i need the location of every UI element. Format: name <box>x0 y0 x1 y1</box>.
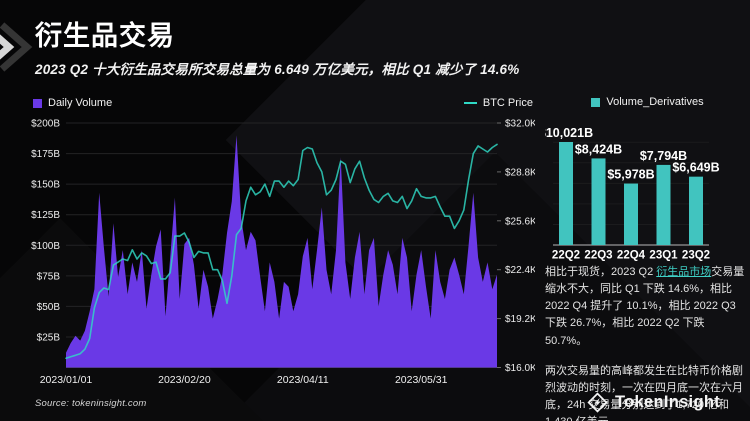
p1-text-before: 相比于现货，2023 Q2 <box>545 266 657 278</box>
x-axis-label: 2023/05/31 <box>395 374 448 386</box>
daily-volume-legend-label: Daily Volume <box>48 97 113 109</box>
left-axis-label: $200B <box>31 119 60 130</box>
quarterly-derivatives-bar-chart: $10,021B 22Q2 $8,424B 22Q3 $5,978B 22Q4 $7,794… <box>545 126 720 262</box>
bar-category-label: 22Q3 <box>584 250 612 262</box>
brand-name: TokenInsight <box>614 393 720 411</box>
btc-price-line <box>65 143 498 360</box>
bar-category-label: 22Q2 <box>552 250 580 262</box>
daily-volume-btc-chart: $200B $175B $150B $125B $100B $75B $50B $25B $32… <box>31 119 535 387</box>
bar-22Q2 <box>559 142 573 245</box>
bar-value-label: $6,649B <box>672 161 719 175</box>
bar-category-label: 23Q2 <box>682 250 710 262</box>
daily-volume-area <box>66 135 497 368</box>
btc-price-legend-label: BTC Price <box>482 97 533 109</box>
bar-category-label: 22Q4 <box>617 250 646 262</box>
main-chart-legend: Daily Volume BTC Price <box>33 97 533 109</box>
bar-22Q3 <box>591 158 606 245</box>
page-title: 衍生品交易 <box>35 21 175 51</box>
right-axis-label: $22.4K <box>505 265 535 276</box>
btc-price-dash-icon <box>463 102 477 104</box>
analysis-paragraph-1: 相比于现货，2023 Q2 衍生品市场交易量缩水不大，同比 Q1 下跌 14.6… <box>545 264 747 350</box>
right-axis-label: $19.2K <box>505 314 535 325</box>
left-axis-label: $25B <box>37 332 61 343</box>
right-axis-label: $32.0K <box>505 119 535 130</box>
bar-value-label: $10,021B <box>545 126 593 140</box>
bar-value-label: $5,978B <box>607 168 654 182</box>
left-axis-label: $50B <box>37 302 61 313</box>
bar-23Q1 <box>656 164 671 245</box>
derivatives-market-link[interactable]: 衍生品市场 <box>656 266 712 278</box>
left-axis-label: $75B <box>37 271 61 282</box>
bar-chart-legend: Volume_Derivatives <box>545 96 750 108</box>
volume-derivatives-swatch-icon <box>591 97 601 107</box>
left-axis-label: $125B <box>31 210 60 221</box>
brand-logo: TokenInsight <box>587 392 720 413</box>
bar-value-label: $7,794B <box>640 149 687 163</box>
analysis-paragraph-2: 两次交易量的高峰都发生在比特币价格剧烈波动的时刻，一次在四月底一次在六月底，24… <box>545 364 743 421</box>
bar-value-label: $8,424B <box>575 142 622 156</box>
left-axis-label: $150B <box>31 180 60 191</box>
volume-derivatives-legend-label: Volume_Derivatives <box>606 96 704 108</box>
right-axis-label: $28.8K <box>505 167 535 178</box>
tokeninsight-diamond-icon <box>587 392 608 413</box>
double-chevron-icon <box>0 22 33 72</box>
bar-23Q2 <box>689 176 703 245</box>
bar-22Q4 <box>624 183 638 245</box>
page-subtitle: 2023 Q2 十大衍生品交易所交易总量为 6.649 万亿美元，相比 Q1 减… <box>35 62 520 77</box>
source-credit: Source: tokeninsight.com <box>35 398 147 409</box>
left-axis-label: $175B <box>31 149 60 160</box>
legend-btc-price: BTC Price <box>463 97 533 109</box>
x-axis-label: 2023/01/01 <box>40 374 93 386</box>
right-axis-label: $16.0K <box>505 363 535 374</box>
p1-text-after: 交易量缩水不大，同比 Q1 下跌 14.6%，相比 2022 Q4 提升了 10… <box>545 266 745 347</box>
bar-category-label: 23Q1 <box>649 250 678 262</box>
legend-daily-volume: Daily Volume <box>33 97 112 109</box>
left-axis-label: $100B <box>31 241 60 252</box>
analysis-text: 相比于现货，2023 Q2 衍生品市场交易量缩水不大，同比 Q1 下跌 14.6… <box>545 264 747 421</box>
right-axis-label: $25.6K <box>505 216 535 227</box>
daily-volume-swatch-icon <box>33 98 42 108</box>
x-axis-label: 2023/02/20 <box>158 374 211 386</box>
x-axis-label: 2023/04/11 <box>277 374 329 386</box>
